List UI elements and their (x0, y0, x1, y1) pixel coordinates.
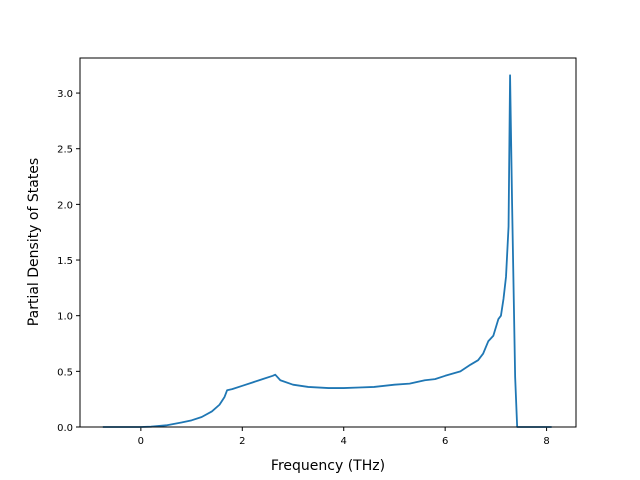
y-tick-label: 1.5 (57, 256, 73, 267)
x-tick-label: 8 (543, 436, 549, 447)
y-tick-label: 0.0 (57, 423, 73, 434)
y-tick-label: 2.0 (57, 200, 73, 211)
x-tick-label: 2 (239, 436, 245, 447)
x-axis-label: Frequency (THz) (271, 458, 385, 474)
x-tick-label: 0 (138, 436, 144, 447)
y-tick-label: 2.5 (57, 145, 73, 156)
y-tick-label: 1.0 (57, 312, 73, 323)
y-tick-label: 0.5 (57, 367, 73, 378)
y-tick-label: 3.0 (57, 89, 73, 100)
x-tick-label: 4 (341, 436, 347, 447)
axes-frame (79, 57, 577, 428)
y-axis-label: Partial Density of States (26, 158, 42, 326)
data-line (102, 74, 552, 428)
x-tick-label: 6 (442, 436, 448, 447)
